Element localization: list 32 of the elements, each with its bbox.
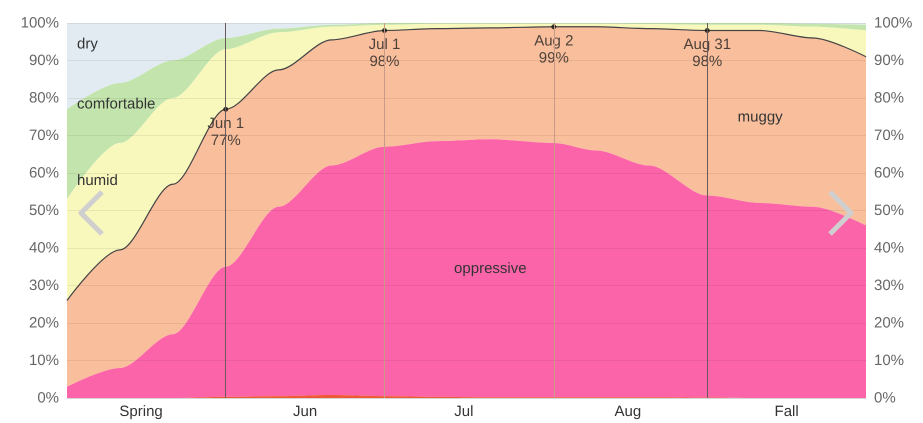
y2-tick-label: 100% — [874, 14, 912, 32]
y2-tick-label: 80% — [874, 90, 904, 106]
y-tick-label: 20% — [28, 314, 59, 332]
y-tick-label: 50% — [28, 202, 59, 219]
y-tick-label: 40% — [28, 240, 59, 256]
y2-tick-label: 40% — [874, 240, 904, 256]
series-label: oppressive — [454, 260, 527, 277]
series-label: muggy — [738, 108, 784, 126]
y-tick-label: 10% — [28, 352, 59, 369]
x-tick-label: Aug — [614, 403, 642, 420]
y-tick-label: 90% — [28, 52, 59, 69]
x-tick-label: Jun — [293, 403, 318, 420]
x-tick-label: Fall — [774, 403, 799, 420]
y-tick-label: 100% — [20, 14, 59, 32]
y2-tick-label: 90% — [874, 52, 904, 69]
x-tick-label: Jul — [454, 403, 474, 420]
x-tick-label: Spring — [119, 403, 163, 420]
y-tick-label: 0% — [37, 390, 59, 406]
y-tick-label: 60% — [28, 164, 59, 182]
series-label: dry — [77, 36, 98, 52]
y2-tick-label: 60% — [874, 164, 904, 182]
y2-tick-label: 70% — [874, 127, 904, 144]
y-tick-label: 30% — [28, 277, 59, 294]
series-label: humid — [77, 172, 118, 189]
y-tick-label: 70% — [28, 127, 59, 144]
y2-tick-label: 30% — [874, 277, 904, 294]
y2-tick-label: 20% — [874, 314, 904, 332]
y-tick-label: 80% — [28, 90, 59, 106]
y2-tick-label: 50% — [874, 202, 904, 219]
y2-tick-label: 10% — [874, 352, 904, 369]
series-label: comfortable — [77, 96, 156, 112]
y2-tick-label: 0% — [874, 390, 896, 406]
